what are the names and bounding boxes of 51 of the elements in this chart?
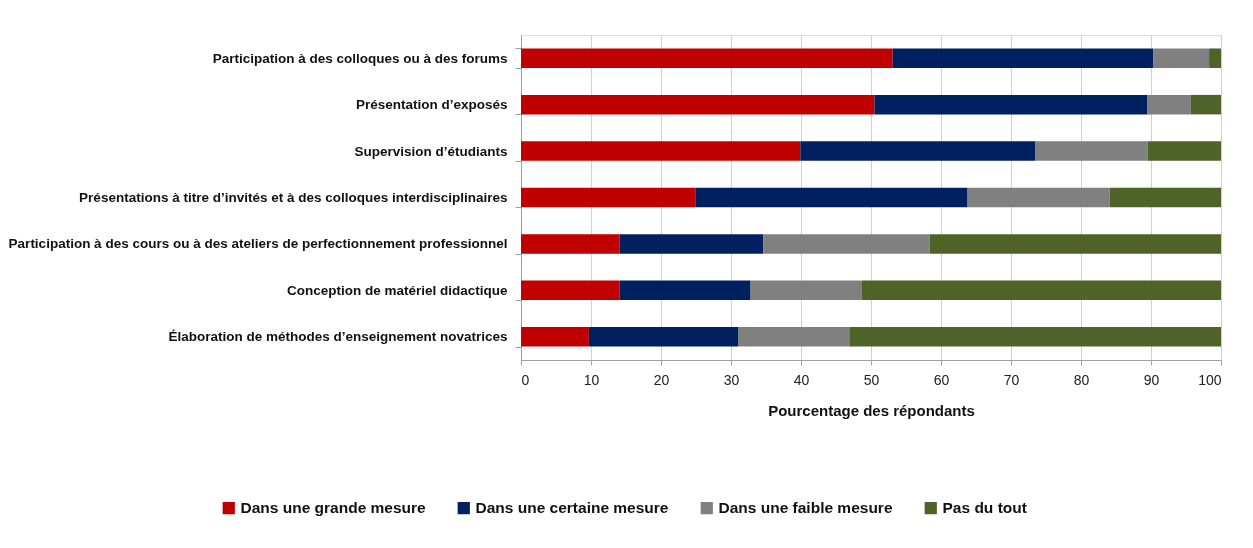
bar [521, 327, 589, 347]
legend-label: Dans une certaine mesure [475, 499, 669, 517]
bar [521, 234, 620, 254]
x-tick-label: 90 [1143, 371, 1160, 388]
x-tick-label: 70 [1003, 371, 1020, 388]
bar [1209, 48, 1221, 68]
y-tick-label: Participation à des colloques ou à des forums [212, 50, 508, 66]
bar [763, 234, 930, 254]
x-tick-label: 30 [723, 371, 740, 388]
bar [619, 234, 764, 254]
bar [849, 327, 1221, 347]
bar [619, 280, 751, 301]
bar [861, 280, 1221, 301]
bar [521, 280, 620, 301]
bar [521, 187, 696, 208]
y-tick-label: Participation à des cours ou à des ateliers de perfectionnement professionnel [8, 236, 508, 252]
x-tick-label: 80 [1073, 371, 1090, 388]
bar [1147, 141, 1221, 161]
bar [521, 48, 893, 68]
bar [738, 327, 850, 347]
x-tick-label: 40 [793, 371, 810, 388]
bar [750, 280, 862, 301]
legend-label: Dans une faible mesure [718, 499, 893, 517]
x-tick-label: 100 [1198, 371, 1222, 388]
legend-label: Pas du tout [942, 499, 1027, 517]
bar [800, 141, 1036, 161]
x-tick-label: 50 [863, 371, 880, 388]
bar [695, 187, 968, 208]
bar [874, 94, 1148, 115]
bar [521, 94, 875, 115]
bar [1035, 141, 1148, 161]
x-tick-label: 20 [653, 371, 670, 388]
bar [1153, 48, 1210, 68]
y-tick-label: Présentations à titre d’invités et à des colloques interdisciplinaires [79, 190, 508, 205]
bar [1190, 94, 1221, 115]
bar [929, 234, 1221, 254]
y-tick-label: Présentation d’exposés [355, 97, 508, 113]
bar [967, 187, 1110, 208]
legend-label: Dans une grande mesure [240, 499, 427, 517]
bar [892, 48, 1154, 68]
y-tick-label: Élaboration de méthodes d’enseignement novatrices [168, 329, 508, 345]
x-tick-label: 10 [583, 371, 600, 388]
x-tick-label: 60 [933, 371, 950, 388]
x-tick-label: 0 [521, 371, 530, 388]
bar [1109, 187, 1221, 208]
x-axis-title: Pourcentage des répondants [768, 401, 975, 419]
bar [588, 327, 738, 347]
bar [1147, 94, 1191, 115]
y-tick-label: Conception de matériel didactique [286, 282, 508, 298]
bar [521, 141, 801, 161]
y-tick-label: Supervision d’étudiants [354, 143, 508, 159]
